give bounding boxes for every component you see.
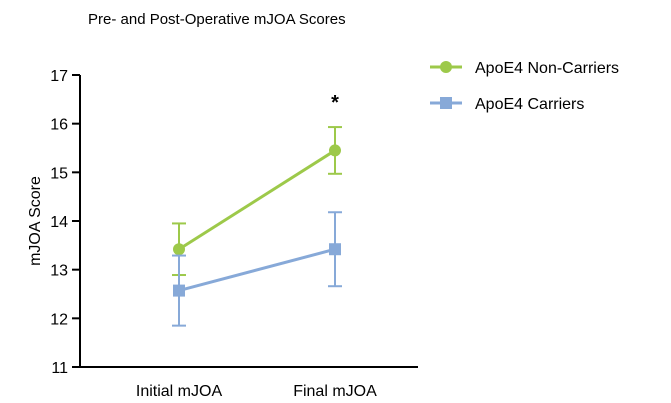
legend: ApoE4 Non-Carriers ApoE4 Carriers	[430, 60, 619, 113]
legend-label: ApoE4 Non-Carriers	[475, 60, 619, 77]
y-tick-label: 12	[50, 311, 68, 328]
y-tick-label: 11	[51, 360, 68, 377]
chart-title: Pre- and Post-Operative mJOA Scores	[88, 11, 346, 28]
y-tick-label: 15	[50, 165, 68, 182]
x-tick-label: Initial mJOA	[136, 383, 223, 400]
y-tick-label: 16	[50, 117, 68, 134]
plot-area: 11 12 13 14 15 16 17 Initial mJOA Final mJOA mJOA…	[27, 68, 418, 400]
y-tick-label: 14	[50, 214, 68, 231]
y-tick-label: 17	[50, 68, 68, 85]
legend-marker	[440, 61, 452, 73]
data-point	[173, 243, 185, 256]
y-tick-label: 13	[50, 263, 68, 280]
data-point	[329, 144, 341, 157]
data-point	[173, 284, 185, 297]
series-line	[178, 149, 336, 251]
significance-marker: *	[331, 92, 339, 114]
x-tick-label: Final mJOA	[293, 383, 377, 400]
legend-label: ApoE4 Carriers	[475, 96, 584, 113]
legend-marker	[440, 97, 452, 109]
data-point	[329, 243, 341, 256]
y-axis-title: mJOA Score	[27, 176, 44, 266]
series-line	[178, 247, 336, 293]
